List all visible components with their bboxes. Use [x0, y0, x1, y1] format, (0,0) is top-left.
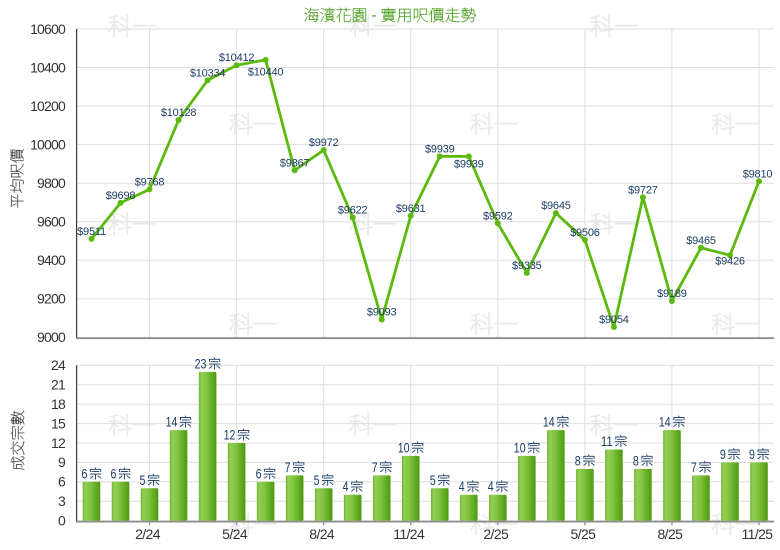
svg-text:$9054: $9054 [599, 314, 629, 326]
svg-text:$9511: $9511 [77, 226, 106, 238]
svg-text:$9592: $9592 [483, 210, 513, 222]
svg-text:9: 9 [58, 454, 66, 470]
svg-text:$9727: $9727 [628, 184, 658, 196]
svg-text:$9645: $9645 [541, 200, 571, 212]
svg-text:23: 23 [195, 356, 207, 371]
svg-text:15: 15 [51, 415, 66, 431]
svg-text:$9972: $9972 [309, 137, 339, 149]
svg-text:12: 12 [51, 435, 66, 451]
svg-text:8: 8 [575, 453, 581, 468]
svg-text:8/25: 8/25 [657, 526, 683, 542]
svg-text:$9189: $9189 [657, 288, 687, 300]
svg-text:6: 6 [82, 466, 88, 481]
svg-text:$9939: $9939 [454, 158, 484, 170]
svg-text:$9622: $9622 [338, 205, 368, 217]
svg-text:$9426: $9426 [715, 256, 745, 268]
svg-text:$9810: $9810 [743, 168, 773, 180]
svg-text:6: 6 [256, 466, 262, 481]
svg-text:14: 14 [543, 415, 555, 430]
svg-text:9800: 9800 [37, 175, 66, 191]
svg-text:$10128: $10128 [161, 107, 197, 119]
svg-text:$9939: $9939 [425, 143, 455, 155]
svg-text:9400: 9400 [37, 252, 66, 268]
svg-text:14: 14 [166, 415, 178, 430]
svg-text:5/24: 5/24 [222, 526, 248, 542]
svg-text:7: 7 [691, 460, 697, 475]
svg-text:-: - [372, 7, 377, 24]
svg-text:5/25: 5/25 [570, 526, 596, 542]
svg-text:9600: 9600 [37, 214, 66, 230]
svg-text:9000: 9000 [37, 329, 66, 345]
svg-text:5: 5 [430, 473, 436, 488]
svg-text:11/24: 11/24 [393, 526, 425, 542]
svg-text:$9631: $9631 [396, 203, 426, 215]
svg-text:24: 24 [51, 357, 66, 373]
svg-text:2/25: 2/25 [483, 526, 509, 542]
svg-text:4: 4 [459, 479, 465, 494]
svg-text:$9698: $9698 [106, 190, 136, 202]
svg-text:$9506: $9506 [570, 227, 600, 239]
svg-text:$10440: $10440 [248, 66, 284, 78]
svg-text:8/24: 8/24 [309, 526, 335, 542]
svg-text:$10412: $10412 [219, 52, 255, 64]
svg-text:18: 18 [51, 396, 66, 412]
svg-text:11: 11 [601, 434, 613, 449]
svg-text:10400: 10400 [30, 59, 66, 75]
svg-text:0: 0 [58, 512, 66, 528]
svg-text:$9867: $9867 [280, 157, 310, 169]
svg-text:10: 10 [514, 440, 526, 455]
svg-text:9: 9 [749, 447, 755, 462]
svg-text:10000: 10000 [30, 136, 66, 152]
svg-text:11/25: 11/25 [742, 526, 774, 542]
svg-text:9200: 9200 [37, 291, 66, 307]
svg-text:4: 4 [488, 479, 494, 494]
svg-text:7: 7 [372, 460, 378, 475]
svg-text:6: 6 [58, 474, 66, 490]
svg-text:21: 21 [51, 377, 66, 393]
svg-text:$9768: $9768 [135, 176, 165, 188]
svg-text:10600: 10600 [30, 21, 66, 37]
svg-text:$9465: $9465 [686, 235, 716, 247]
svg-text:5: 5 [314, 473, 320, 488]
svg-text:2/24: 2/24 [135, 526, 161, 542]
svg-text:$10334: $10334 [190, 67, 226, 79]
svg-text:4: 4 [343, 479, 349, 494]
svg-text:3: 3 [58, 493, 66, 509]
svg-text:12: 12 [224, 428, 236, 443]
svg-text:10: 10 [398, 440, 410, 455]
svg-text:7: 7 [285, 460, 291, 475]
svg-text:5: 5 [140, 473, 146, 488]
svg-text:$9093: $9093 [367, 307, 397, 319]
svg-text:10200: 10200 [30, 98, 66, 114]
svg-text:8: 8 [633, 453, 639, 468]
svg-text:6: 6 [111, 466, 117, 481]
svg-text:9: 9 [720, 447, 726, 462]
svg-text:14: 14 [659, 415, 671, 430]
svg-text:$9335: $9335 [512, 260, 542, 272]
